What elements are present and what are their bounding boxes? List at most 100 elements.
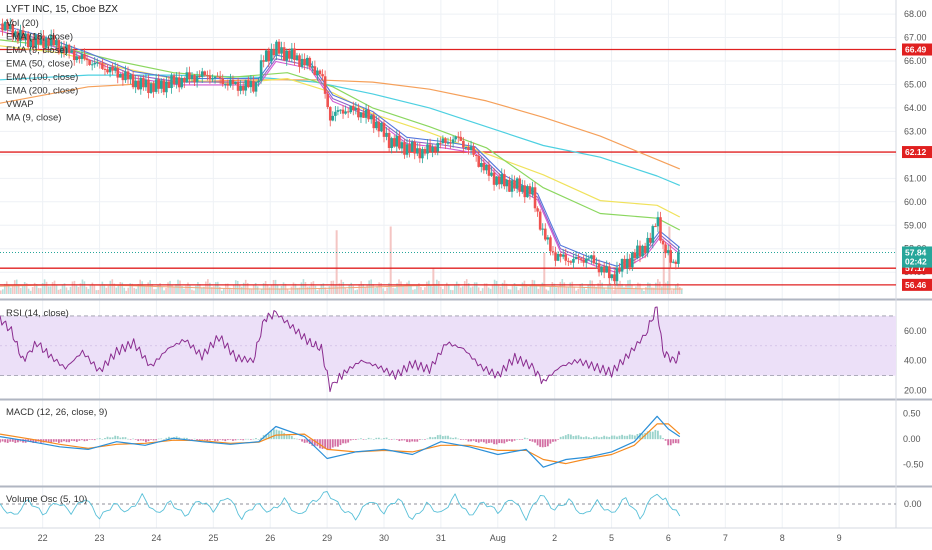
macd-histogram-bar [431, 437, 434, 440]
macd-histogram-bar [367, 437, 370, 440]
candle-body [159, 80, 163, 89]
price-pane[interactable] [0, 18, 896, 294]
macd-histogram-bar [203, 439, 206, 441]
price-axis[interactable]: 68.0067.0066.0065.0064.0063.0062.0061.00… [902, 9, 932, 509]
macd-pane[interactable]: MACD (12, 26, close, 9) [0, 407, 681, 468]
candle-body [492, 172, 496, 185]
macd-histogram-bar [321, 439, 324, 449]
candle-body [44, 38, 48, 48]
time-tick-label: 7 [723, 533, 728, 543]
volume-bar [43, 279, 46, 294]
candle-body [85, 58, 89, 61]
macd-histogram-bar [605, 436, 608, 440]
candle-body [620, 258, 624, 272]
macd-histogram-bar [145, 439, 147, 443]
volume-bar [223, 288, 225, 294]
macd-histogram-bar [313, 439, 316, 446]
macd-histogram-bar [421, 439, 424, 440]
macd-histogram-bar [339, 439, 342, 446]
candle-body [290, 48, 294, 59]
volume-bar [485, 283, 488, 294]
macd-histogram-bar [677, 439, 680, 444]
volume-bar [49, 286, 52, 294]
macd-histogram-bar [418, 439, 421, 440]
candle-body [70, 50, 73, 53]
macd-histogram-bar [127, 438, 129, 440]
candle-body [364, 109, 368, 118]
volume-bar [446, 282, 448, 294]
candle-body [331, 115, 335, 121]
candle-body [367, 109, 370, 120]
candle-body [252, 80, 255, 92]
macd-histogram-bar [134, 439, 137, 440]
volume-bar [378, 282, 380, 294]
candle-body [584, 258, 588, 263]
volume-bar [3, 283, 6, 294]
candle-body [295, 55, 299, 60]
candle-body [93, 62, 97, 65]
volume-osc-label: Volume Osc (5, 10) [6, 494, 87, 505]
macd-histogram-bar [329, 439, 332, 450]
volume-bar [471, 286, 474, 294]
volume-bar [647, 282, 649, 294]
volume-bar [525, 284, 528, 294]
macd-histogram-bar [613, 435, 616, 440]
volume-bar [406, 282, 408, 294]
candle-body [574, 257, 578, 260]
macd-histogram-bar [191, 439, 193, 440]
candle-body [382, 122, 386, 137]
volume-bar [384, 290, 386, 294]
pane-separators [0, 0, 932, 529]
volume-bar [85, 286, 88, 294]
volume-bar [479, 290, 482, 294]
macd-histogram-bar [413, 439, 416, 442]
macd-histogram-bar [354, 439, 357, 440]
macd-histogram-bar [529, 439, 531, 441]
macd-histogram-bar [526, 438, 529, 440]
macd-histogram-bar [247, 438, 250, 440]
candle-body [495, 176, 498, 185]
time-axis[interactable]: 22 23 24 25 26 29 30 31 Aug 2 5 6 7 8 9 [38, 533, 842, 543]
volume-bar [551, 281, 554, 294]
rsi-pane[interactable]: RSI (14, close) [0, 306, 896, 393]
volume-bar [619, 280, 621, 294]
macd-histogram-bar [424, 439, 426, 440]
macd-histogram-bar [219, 439, 222, 440]
macd-histogram-bar [91, 439, 94, 440]
rsi-line [0, 306, 681, 393]
volume-bar [123, 287, 126, 294]
volume-bar [557, 286, 560, 294]
candle-body [413, 141, 417, 154]
macd-histogram-bar [554, 439, 557, 442]
macd-histogram-bar [185, 437, 188, 440]
volume-bar [163, 290, 165, 294]
volume-bar [440, 286, 442, 294]
candle-body [656, 217, 660, 227]
volume-bar [187, 282, 189, 294]
candle-body [436, 142, 440, 152]
candle-body [241, 85, 245, 91]
candle-body [57, 40, 61, 53]
candle-body [462, 140, 465, 148]
macd-histogram-bar [398, 439, 401, 442]
time-tick-label: 22 [38, 533, 48, 543]
candle-body [162, 80, 166, 93]
volume-bar [308, 286, 311, 294]
candle-body [444, 138, 447, 144]
volume-bar [298, 287, 301, 294]
volume-osc-pane[interactable]: Volume Osc (5, 10) [0, 491, 896, 521]
volume-osc-line [0, 491, 681, 521]
volume-bar [73, 280, 76, 294]
rsi-tick-label: 40.00 [904, 356, 927, 366]
candle-body [231, 79, 235, 85]
macd-histogram-bar [595, 436, 598, 440]
macd-histogram-bar [539, 439, 542, 447]
level-price-tag: 66.49 [905, 45, 927, 55]
macd-histogram-bar [78, 439, 81, 441]
volume-bar [258, 290, 261, 294]
candle-body [605, 266, 609, 273]
candle-body [24, 33, 27, 41]
macd-histogram-bar [252, 438, 255, 440]
candle-body [285, 50, 289, 61]
